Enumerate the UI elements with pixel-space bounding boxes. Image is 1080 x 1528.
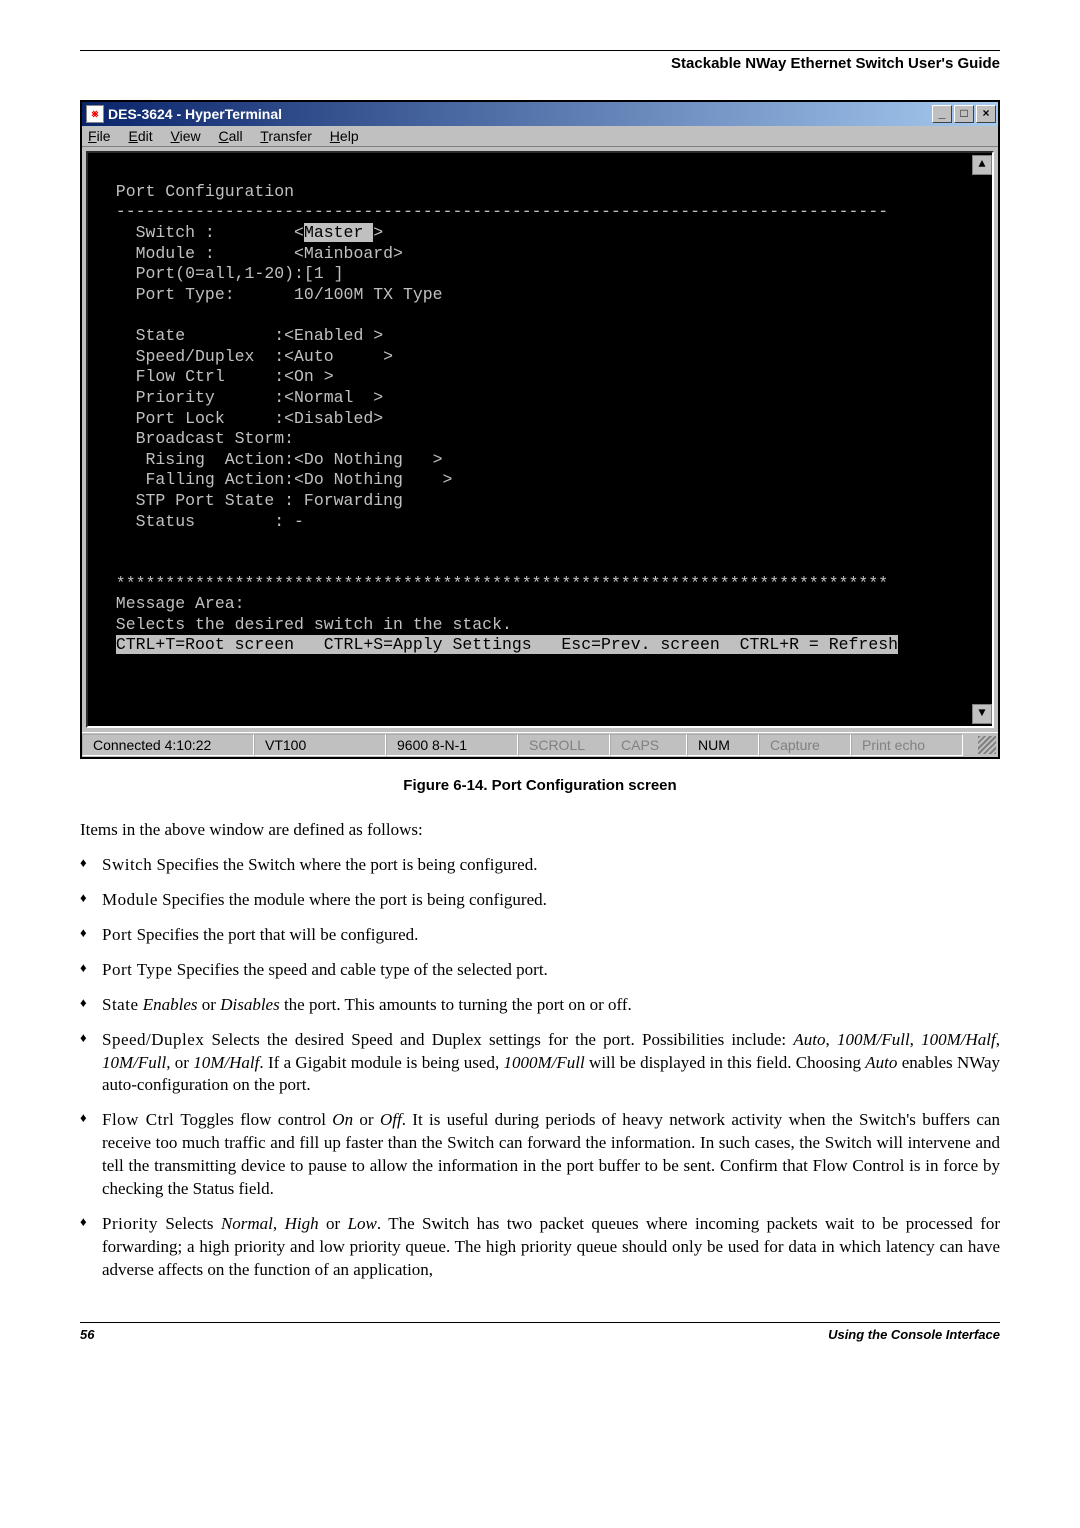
t-line: Message Area: xyxy=(96,594,245,613)
close-button[interactable]: × xyxy=(976,105,996,123)
status-emulation: VT100 xyxy=(254,734,386,756)
body-text: Items in the above window are defined as… xyxy=(80,820,1000,1282)
t-line: Status : - xyxy=(96,512,304,531)
t-line: Priority :<Normal > xyxy=(96,388,383,407)
t-line: Port Configuration xyxy=(96,182,294,201)
t-line: Port Lock :<Disabled> xyxy=(96,409,383,428)
minimize-button[interactable]: _ xyxy=(932,105,952,123)
lead-paragraph: Items in the above window are defined as… xyxy=(80,820,1000,840)
bullet-module: Module Specifies the module where the po… xyxy=(102,889,1000,912)
bullet-state: State Enables or Disables the port. This… xyxy=(102,994,1000,1017)
bullet-port: Port Specifies the port that will be con… xyxy=(102,924,1000,947)
statusbar: Connected 4:10:22 VT100 9600 8-N-1 SCROL… xyxy=(82,732,998,757)
menu-file[interactable]: File xyxy=(88,128,111,144)
status-connected: Connected 4:10:22 xyxy=(82,734,254,756)
menu-call[interactable]: Call xyxy=(219,128,243,144)
t-line: Port Type: 10/100M TX Type xyxy=(96,285,443,304)
maximize-button[interactable]: □ xyxy=(954,105,974,123)
bullet-switch: Switch Specifies the Switch where the po… xyxy=(102,854,1000,877)
bullet-speed-duplex: Speed/Duplex Selects the desired Speed a… xyxy=(102,1029,1000,1098)
t-line: Module : <Mainboard> xyxy=(96,244,403,263)
t-line: ****************************************… xyxy=(96,574,888,593)
menu-edit[interactable]: Edit xyxy=(128,128,152,144)
titlebar: ⨳ DES-3624 - HyperTerminal _ □ × xyxy=(82,102,998,126)
bullet-priority: Priority Selects Normal, High or Low. Th… xyxy=(102,1213,1000,1282)
t-line: ----------------------------------------… xyxy=(96,202,888,221)
menubar: File Edit View Call Transfer Help xyxy=(82,126,998,147)
t-line: Flow Ctrl :<On > xyxy=(96,367,334,386)
t-line: Port(0=all,1-20):[1 ] xyxy=(96,264,344,283)
status-scroll: SCROLL xyxy=(518,734,610,756)
menu-view[interactable]: View xyxy=(171,128,201,144)
header-rule xyxy=(80,50,1000,51)
footer-section: Using the Console Interface xyxy=(828,1327,1000,1342)
scroll-up-icon[interactable]: ▲ xyxy=(972,155,992,175)
switch-value: Master xyxy=(304,223,373,242)
footer: 56 Using the Console Interface xyxy=(80,1322,1000,1342)
page-number: 56 xyxy=(80,1327,94,1342)
t-line: Rising Action:<Do Nothing > xyxy=(96,450,443,469)
t-line: Broadcast Storm: xyxy=(96,429,294,448)
figure-caption: Figure 6-14. Port Configuration screen xyxy=(80,777,1000,794)
scroll-down-icon[interactable]: ▼ xyxy=(972,704,992,724)
header-guide: Stackable NWay Ethernet Switch User's Gu… xyxy=(80,55,1000,72)
t-line: STP Port State : Forwarding xyxy=(96,491,403,510)
bullet-flow-ctrl: Flow Ctrl Toggles flow control On or Off… xyxy=(102,1109,1000,1201)
t-line: State :<Enabled > xyxy=(96,326,383,345)
menu-help[interactable]: Help xyxy=(330,128,359,144)
t-line: CTRL+T=Root screen CTRL+S=Apply Settings… xyxy=(96,635,898,654)
terminal[interactable]: Port Configuration ---------------------… xyxy=(86,151,994,728)
hotkey-bar: CTRL+T=Root screen CTRL+S=Apply Settings… xyxy=(116,635,898,654)
bullet-port-type: Port Type Specifies the speed and cable … xyxy=(102,959,1000,982)
menu-transfer[interactable]: Transfer xyxy=(260,128,312,144)
status-caps: CAPS xyxy=(610,734,687,756)
t-line: Falling Action:<Do Nothing > xyxy=(96,470,452,489)
status-capture: Capture xyxy=(759,734,851,756)
status-num: NUM xyxy=(687,734,759,756)
window-title: DES-3624 - HyperTerminal xyxy=(108,106,930,122)
status-line: 9600 8-N-1 xyxy=(386,734,518,756)
resize-grip-icon[interactable] xyxy=(978,736,996,754)
app-icon: ⨳ xyxy=(86,105,104,123)
t-line: Selects the desired switch in the stack. xyxy=(96,615,512,634)
status-echo: Print echo xyxy=(851,734,963,756)
t-line: Speed/Duplex :<Auto > xyxy=(96,347,393,366)
hyperterminal-window: ⨳ DES-3624 - HyperTerminal _ □ × File Ed… xyxy=(80,100,1000,759)
t-line: Switch : <Master > xyxy=(96,223,383,242)
